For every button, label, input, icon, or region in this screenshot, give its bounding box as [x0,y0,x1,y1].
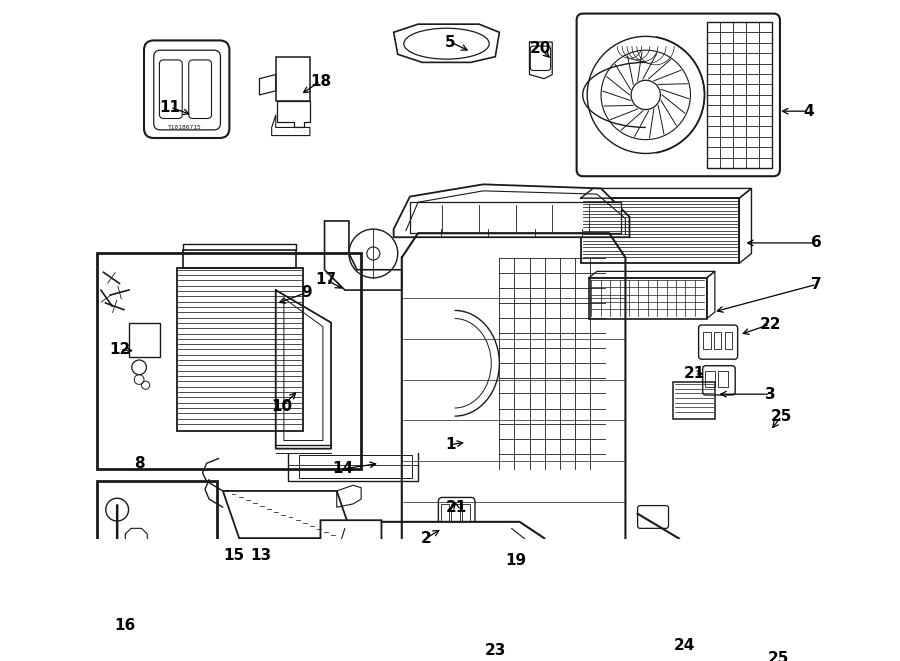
Bar [704,332,711,350]
Bar [706,22,772,168]
Polygon shape [320,520,430,619]
Text: 14: 14 [332,461,353,477]
Text: 8: 8 [134,456,144,471]
Bar [299,455,412,478]
Text: 10: 10 [272,399,292,414]
Text: 5: 5 [446,34,456,50]
Bar [275,57,310,101]
Polygon shape [325,221,401,290]
Bar [718,371,728,387]
Polygon shape [393,184,629,237]
Bar [705,371,715,387]
Text: 25: 25 [771,408,792,424]
Text: 17: 17 [316,272,337,287]
Text: 13: 13 [250,549,272,563]
Text: 2: 2 [421,531,432,545]
Text: 18: 18 [310,73,331,89]
Text: 7: 7 [811,277,822,292]
Text: 21: 21 [446,500,467,515]
Polygon shape [223,491,353,538]
Bar [714,332,722,350]
Text: 12: 12 [109,342,130,357]
Text: T10186715: T10186715 [167,125,202,130]
Bar [589,278,706,319]
Bar [452,504,460,522]
Bar [462,504,470,522]
Text: 25: 25 [768,651,789,661]
Bar [97,481,217,640]
Bar [430,538,487,566]
Bar [580,198,739,263]
Text: 21: 21 [684,366,706,381]
Text: 3: 3 [765,387,776,402]
Text: 4: 4 [803,104,814,119]
Text: 24: 24 [673,638,695,653]
Bar [130,323,160,357]
Text: 1: 1 [446,437,455,452]
Text: 6: 6 [811,235,822,251]
Text: 23: 23 [484,643,506,658]
Text: 16: 16 [114,619,136,633]
Bar [724,332,732,350]
Polygon shape [320,522,561,661]
Bar [97,253,361,469]
Bar [441,504,449,522]
Polygon shape [393,24,500,62]
Text: 22: 22 [760,317,781,332]
Text: 15: 15 [223,549,244,563]
Text: 11: 11 [159,100,181,114]
Bar [672,382,715,418]
Text: 20: 20 [529,41,551,56]
Bar [176,268,302,431]
Polygon shape [410,202,621,233]
Text: 19: 19 [505,553,526,568]
Bar [427,534,491,570]
Bar [183,251,296,268]
Text: 9: 9 [302,285,312,300]
